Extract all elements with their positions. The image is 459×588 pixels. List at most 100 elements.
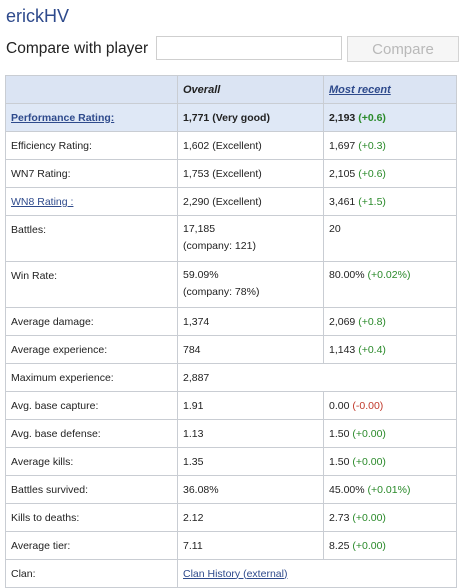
compare-player-input[interactable] bbox=[156, 36, 342, 60]
cell-overall: 59.09% (company: 78%) bbox=[177, 261, 324, 308]
row-label: Efficiency Rating: bbox=[5, 131, 178, 160]
table-row-base-defense: Avg. base defense: 1.13 1.50 (+0.00) bbox=[5, 419, 457, 448]
row-label: Kills to deaths: bbox=[5, 503, 178, 532]
row-label: Battles: bbox=[5, 215, 178, 262]
row-label: WN7 Rating: bbox=[5, 159, 178, 188]
cell-overall: 1.13 bbox=[177, 419, 324, 448]
cell-recent: 2,069 (+0.8) bbox=[323, 307, 457, 336]
cell-recent: 1.50 (+0.00) bbox=[323, 419, 457, 448]
cell-recent: 1,697 (+0.3) bbox=[323, 131, 457, 160]
table-row-avg-experience: Average experience: 784 1,143 (+0.4) bbox=[5, 335, 457, 364]
cell-clan: Clan History (external) bbox=[177, 559, 457, 588]
overall-company: (company: 121) bbox=[183, 240, 256, 252]
recent-delta: (-0.00) bbox=[352, 399, 384, 412]
row-label: Average kills: bbox=[5, 447, 178, 476]
cell-recent: 45.00% (+0.01%) bbox=[323, 475, 457, 504]
cell-recent: 20 bbox=[323, 215, 457, 262]
recent-delta: (+1.5) bbox=[358, 195, 386, 208]
recent-delta: (+0.6) bbox=[358, 111, 386, 124]
table-row-winrate: Win Rate: 59.09% (company: 78%) 80.00% (+… bbox=[5, 261, 457, 308]
recent-delta: (+0.00) bbox=[352, 511, 386, 524]
compare-button[interactable]: Compare bbox=[347, 36, 459, 62]
recent-delta: (+0.01%) bbox=[367, 483, 411, 496]
compare-label: Compare with player bbox=[6, 40, 149, 57]
header-empty bbox=[5, 75, 178, 104]
row-label: Clan: bbox=[5, 559, 178, 588]
recent-delta: (+0.3) bbox=[358, 139, 386, 152]
performance-rating-link[interactable]: Performance Rating: bbox=[11, 111, 115, 124]
cell-recent: 8.25 (+0.00) bbox=[323, 531, 457, 560]
cell-recent: 2,193 (+0.6) bbox=[323, 103, 457, 132]
cell-overall: 1.91 bbox=[177, 391, 324, 420]
recent-value: 2,193 bbox=[329, 111, 356, 124]
table-row-kills-to-deaths: Kills to deaths: 2.12 2.73 (+0.00) bbox=[5, 503, 457, 532]
header-most-recent: Most recent bbox=[323, 75, 457, 104]
cell-overall: 2,290 (Excellent) bbox=[177, 187, 324, 216]
cell-overall: 1,602 (Excellent) bbox=[177, 131, 324, 160]
table-row-max-experience: Maximum experience: 2,887 bbox=[5, 363, 457, 392]
recent-value: 1.50 bbox=[329, 427, 350, 440]
cell-overall: 2,887 bbox=[177, 363, 457, 392]
wn8-rating-link[interactable]: WN8 Rating : bbox=[11, 195, 74, 208]
overall-value: 17,185 bbox=[183, 223, 216, 235]
overall-value: 59.09% bbox=[183, 269, 219, 281]
header-overall: Overall bbox=[177, 75, 324, 104]
table-row-avg-damage: Average damage: 1,374 2,069 (+0.8) bbox=[5, 307, 457, 336]
cell-overall: 1,771 (Very good) bbox=[177, 103, 324, 132]
cell-recent: 2,105 (+0.6) bbox=[323, 159, 457, 188]
cell-recent: 80.00% (+0.02%) bbox=[323, 261, 457, 308]
table-row-base-capture: Avg. base capture: 1.91 0.00 (-0.00) bbox=[5, 391, 457, 420]
cell-overall: 1.35 bbox=[177, 447, 324, 476]
clan-history-link[interactable]: Clan History (external) bbox=[183, 567, 288, 580]
recent-value: 2,105 bbox=[329, 167, 356, 180]
stats-table: Overall Most recent Performance Rating: … bbox=[5, 75, 457, 588]
table-header-row: Overall Most recent bbox=[5, 75, 457, 104]
cell-overall: 2.12 bbox=[177, 503, 324, 532]
row-label: Battles survived: bbox=[5, 475, 178, 504]
table-row-wn8: WN8 Rating : 2,290 (Excellent) 3,461 (+1… bbox=[5, 187, 457, 216]
table-row-battles-survived: Battles survived: 36.08% 45.00% (+0.01%) bbox=[5, 475, 457, 504]
player-name: erickHV bbox=[6, 6, 70, 26]
recent-value: 80.00% bbox=[329, 269, 365, 281]
recent-value: 1.50 bbox=[329, 455, 350, 468]
row-label: Avg. base capture: bbox=[5, 391, 178, 420]
cell-overall: 1,753 (Excellent) bbox=[177, 159, 324, 188]
row-label: Average damage: bbox=[5, 307, 178, 336]
cell-recent: 1,143 (+0.4) bbox=[323, 335, 457, 364]
recent-value: 1,143 bbox=[329, 343, 356, 356]
table-row-clan: Clan: Clan History (external) bbox=[5, 559, 457, 588]
recent-delta: (+0.4) bbox=[358, 343, 386, 356]
overall-company: (company: 78%) bbox=[183, 286, 260, 298]
row-label: Maximum experience: bbox=[5, 363, 178, 392]
cell-recent: 3,461 (+1.5) bbox=[323, 187, 457, 216]
recent-value: 45.00% bbox=[329, 483, 365, 496]
recent-delta: (+0.00) bbox=[352, 539, 386, 552]
table-row-efficiency: Efficiency Rating: 1,602 (Excellent) 1,6… bbox=[5, 131, 457, 160]
table-row-wn7: WN7 Rating: 1,753 (Excellent) 2,105 (+0.… bbox=[5, 159, 457, 188]
recent-value: 2.73 bbox=[329, 511, 350, 524]
cell-overall: 7.11 bbox=[177, 531, 324, 560]
row-label: WN8 Rating : bbox=[5, 187, 178, 216]
table-row-average-tier: Average tier: 7.11 8.25 (+0.00) bbox=[5, 531, 457, 560]
table-row-battles: Battles: 17,185 (company: 121) 20 bbox=[5, 215, 457, 262]
row-label: Win Rate: bbox=[5, 261, 178, 308]
cell-overall: 784 bbox=[177, 335, 324, 364]
recent-delta: (+0.00) bbox=[352, 427, 386, 440]
row-label: Average tier: bbox=[5, 531, 178, 560]
recent-value: 3,461 bbox=[329, 195, 356, 208]
table-row-avg-kills: Average kills: 1.35 1.50 (+0.00) bbox=[5, 447, 457, 476]
recent-value: 8.25 bbox=[329, 539, 350, 552]
recent-delta: (+0.00) bbox=[352, 455, 386, 468]
recent-value: 2,069 bbox=[329, 315, 356, 328]
recent-value: 1,697 bbox=[329, 139, 356, 152]
recent-delta: (+0.02%) bbox=[367, 269, 411, 281]
row-label: Performance Rating: bbox=[5, 103, 178, 132]
recent-delta: (+0.8) bbox=[358, 315, 386, 328]
cell-recent: 1.50 (+0.00) bbox=[323, 447, 457, 476]
row-label: Avg. base defense: bbox=[5, 419, 178, 448]
compare-form: Compare with player Compare bbox=[6, 36, 459, 64]
most-recent-link[interactable]: Most recent bbox=[329, 83, 391, 96]
table-row-performance: Performance Rating: 1,771 (Very good) 2,… bbox=[5, 103, 457, 132]
recent-value: 0.00 bbox=[329, 399, 350, 412]
cell-recent: 2.73 (+0.00) bbox=[323, 503, 457, 532]
